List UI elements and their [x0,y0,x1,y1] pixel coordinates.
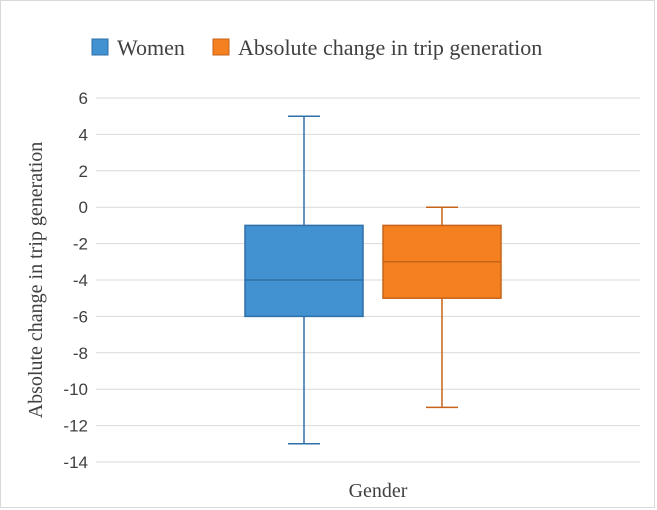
legend-label-women: Women [117,35,185,60]
y-tick-label: -4 [73,271,88,290]
y-tick-label: -12 [63,417,88,436]
y-tick-label: -14 [63,453,88,472]
legend-swatch-women [91,38,109,56]
boxes [244,115,502,445]
box-women [244,115,364,445]
y-tick-label: 2 [79,162,88,181]
box-absolute-change [382,206,502,409]
legend-swatch-absolute-change [212,38,230,56]
y-tick-label: 6 [79,89,88,108]
legend: Women Absolute change in trip generation [91,35,542,60]
legend-label-absolute-change: Absolute change in trip generation [238,35,542,60]
gridlines [96,97,640,463]
y-tick-label: 0 [79,198,88,217]
x-axis-title: Gender [349,480,408,502]
y-tick-label: -6 [73,307,88,326]
box-iqr [244,224,364,318]
y-axis-title: Absolute change in trip generation [25,142,47,419]
y-tick-label: 4 [79,125,88,144]
y-tick-label: -10 [63,380,88,399]
y-tick-label: -8 [73,344,88,363]
y-axis-tick-labels: -14 -12 -10 -8 -6 -4 -2 0 2 4 6 [63,89,88,472]
y-tick-label: -2 [73,235,88,254]
